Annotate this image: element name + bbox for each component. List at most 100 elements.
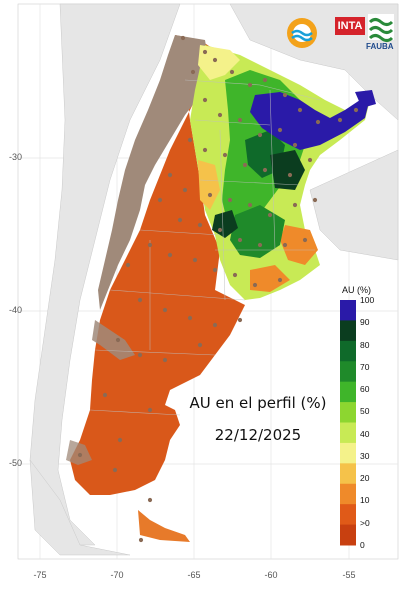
region-tierra-del-fuego [138, 510, 190, 542]
station-dot [102, 392, 108, 398]
station-dot [190, 69, 196, 75]
x-tick-label: -60 [264, 570, 278, 580]
legend-title: AU (%) [342, 285, 371, 295]
legend-label: 0 [360, 540, 365, 550]
station-dot [277, 127, 283, 133]
legend-swatch [340, 402, 356, 423]
legend-label: 100 [360, 295, 375, 305]
x-tick-label: -75 [33, 570, 47, 580]
station-dot [212, 57, 218, 63]
station-dot [125, 262, 131, 268]
y-tick-label: -50 [8, 458, 22, 468]
weather-stations [77, 35, 359, 543]
station-dot [187, 315, 193, 321]
station-dot [182, 187, 188, 193]
legend-label: >0 [360, 517, 370, 528]
station-dot [138, 537, 144, 543]
station-dot [247, 82, 253, 88]
station-dot [217, 112, 223, 118]
station-dot [117, 437, 123, 443]
station-dot [312, 197, 318, 203]
y-tick-label: -30 [8, 152, 22, 162]
station-dot [112, 467, 118, 473]
station-dot [292, 202, 298, 208]
legend-label: 30 [360, 450, 370, 461]
region-andes-brown-south2 [66, 440, 92, 465]
station-dot [207, 192, 213, 198]
station-dot [77, 452, 83, 458]
patch-yellow-west [198, 160, 220, 210]
legend-label: 50 [360, 406, 370, 417]
legend-label: 70 [360, 361, 370, 372]
legend-label: 80 [360, 339, 370, 350]
station-dot [232, 272, 238, 278]
station-dot [262, 167, 268, 173]
station-dot [287, 172, 293, 178]
legend-label: 10 [360, 495, 370, 506]
legend-swatch [340, 320, 356, 342]
station-dot [237, 237, 243, 243]
station-dot [315, 119, 321, 125]
region-andes-brown-south [92, 320, 135, 360]
legend-swatch [340, 442, 356, 464]
station-dot [177, 217, 183, 223]
station-dot [167, 252, 173, 258]
station-dot [237, 117, 243, 123]
station-dot [202, 49, 208, 55]
logo-inta: INTA [335, 17, 365, 35]
legend-label: 40 [360, 428, 370, 439]
station-dot [222, 152, 228, 158]
station-dot [162, 307, 168, 313]
station-dot [202, 97, 208, 103]
station-dot [277, 277, 283, 283]
legend-swatch [340, 524, 356, 546]
station-dot [267, 212, 273, 218]
logo-wave-icon [287, 18, 317, 48]
patch-orange-south [250, 265, 290, 292]
station-dot [307, 157, 313, 163]
station-dot [302, 237, 308, 243]
station-dot [262, 77, 268, 83]
legend-swatch [340, 483, 356, 505]
patch-saturated-ne [250, 92, 370, 150]
legend-swatch [340, 381, 356, 403]
station-dot [157, 197, 163, 203]
station-dot [212, 267, 218, 273]
region-dry-south [70, 35, 245, 495]
station-dot [247, 202, 253, 208]
station-dot [353, 107, 359, 113]
x-tick-label: -55 [342, 570, 356, 580]
station-dot [137, 352, 143, 358]
legend-color-bar [340, 300, 356, 546]
logo-fauba-icon [368, 14, 394, 42]
station-dot [147, 407, 153, 413]
station-dot [257, 242, 263, 248]
station-dot [257, 132, 263, 138]
station-dot [192, 257, 198, 263]
map-date: 22/12/2025 [214, 426, 302, 444]
map-title: AU en el perfil (%) [189, 394, 327, 412]
patch-darkgreen-2 [270, 150, 305, 190]
station-dot [242, 162, 248, 168]
legend-swatch [340, 463, 356, 485]
station-dot [229, 69, 235, 75]
station-dot [337, 117, 343, 123]
legend-label: 90 [360, 317, 370, 328]
station-dot [162, 357, 168, 363]
station-dot [282, 92, 288, 98]
station-dot [227, 197, 233, 203]
station-dot [292, 142, 298, 148]
legend-label: 60 [360, 384, 370, 395]
station-dot [237, 317, 243, 323]
station-dot [147, 242, 153, 248]
station-dot [197, 342, 203, 348]
legend-swatch [340, 504, 356, 526]
station-dot [252, 282, 258, 288]
station-dot [147, 497, 153, 503]
patch-orange-east [280, 225, 318, 265]
legend-swatch [340, 300, 356, 321]
patch-yellow-north [198, 45, 240, 80]
y-tick-label: -40 [8, 305, 22, 315]
legend-label: 20 [360, 473, 370, 484]
patch-saturated-ne2 [355, 90, 376, 108]
